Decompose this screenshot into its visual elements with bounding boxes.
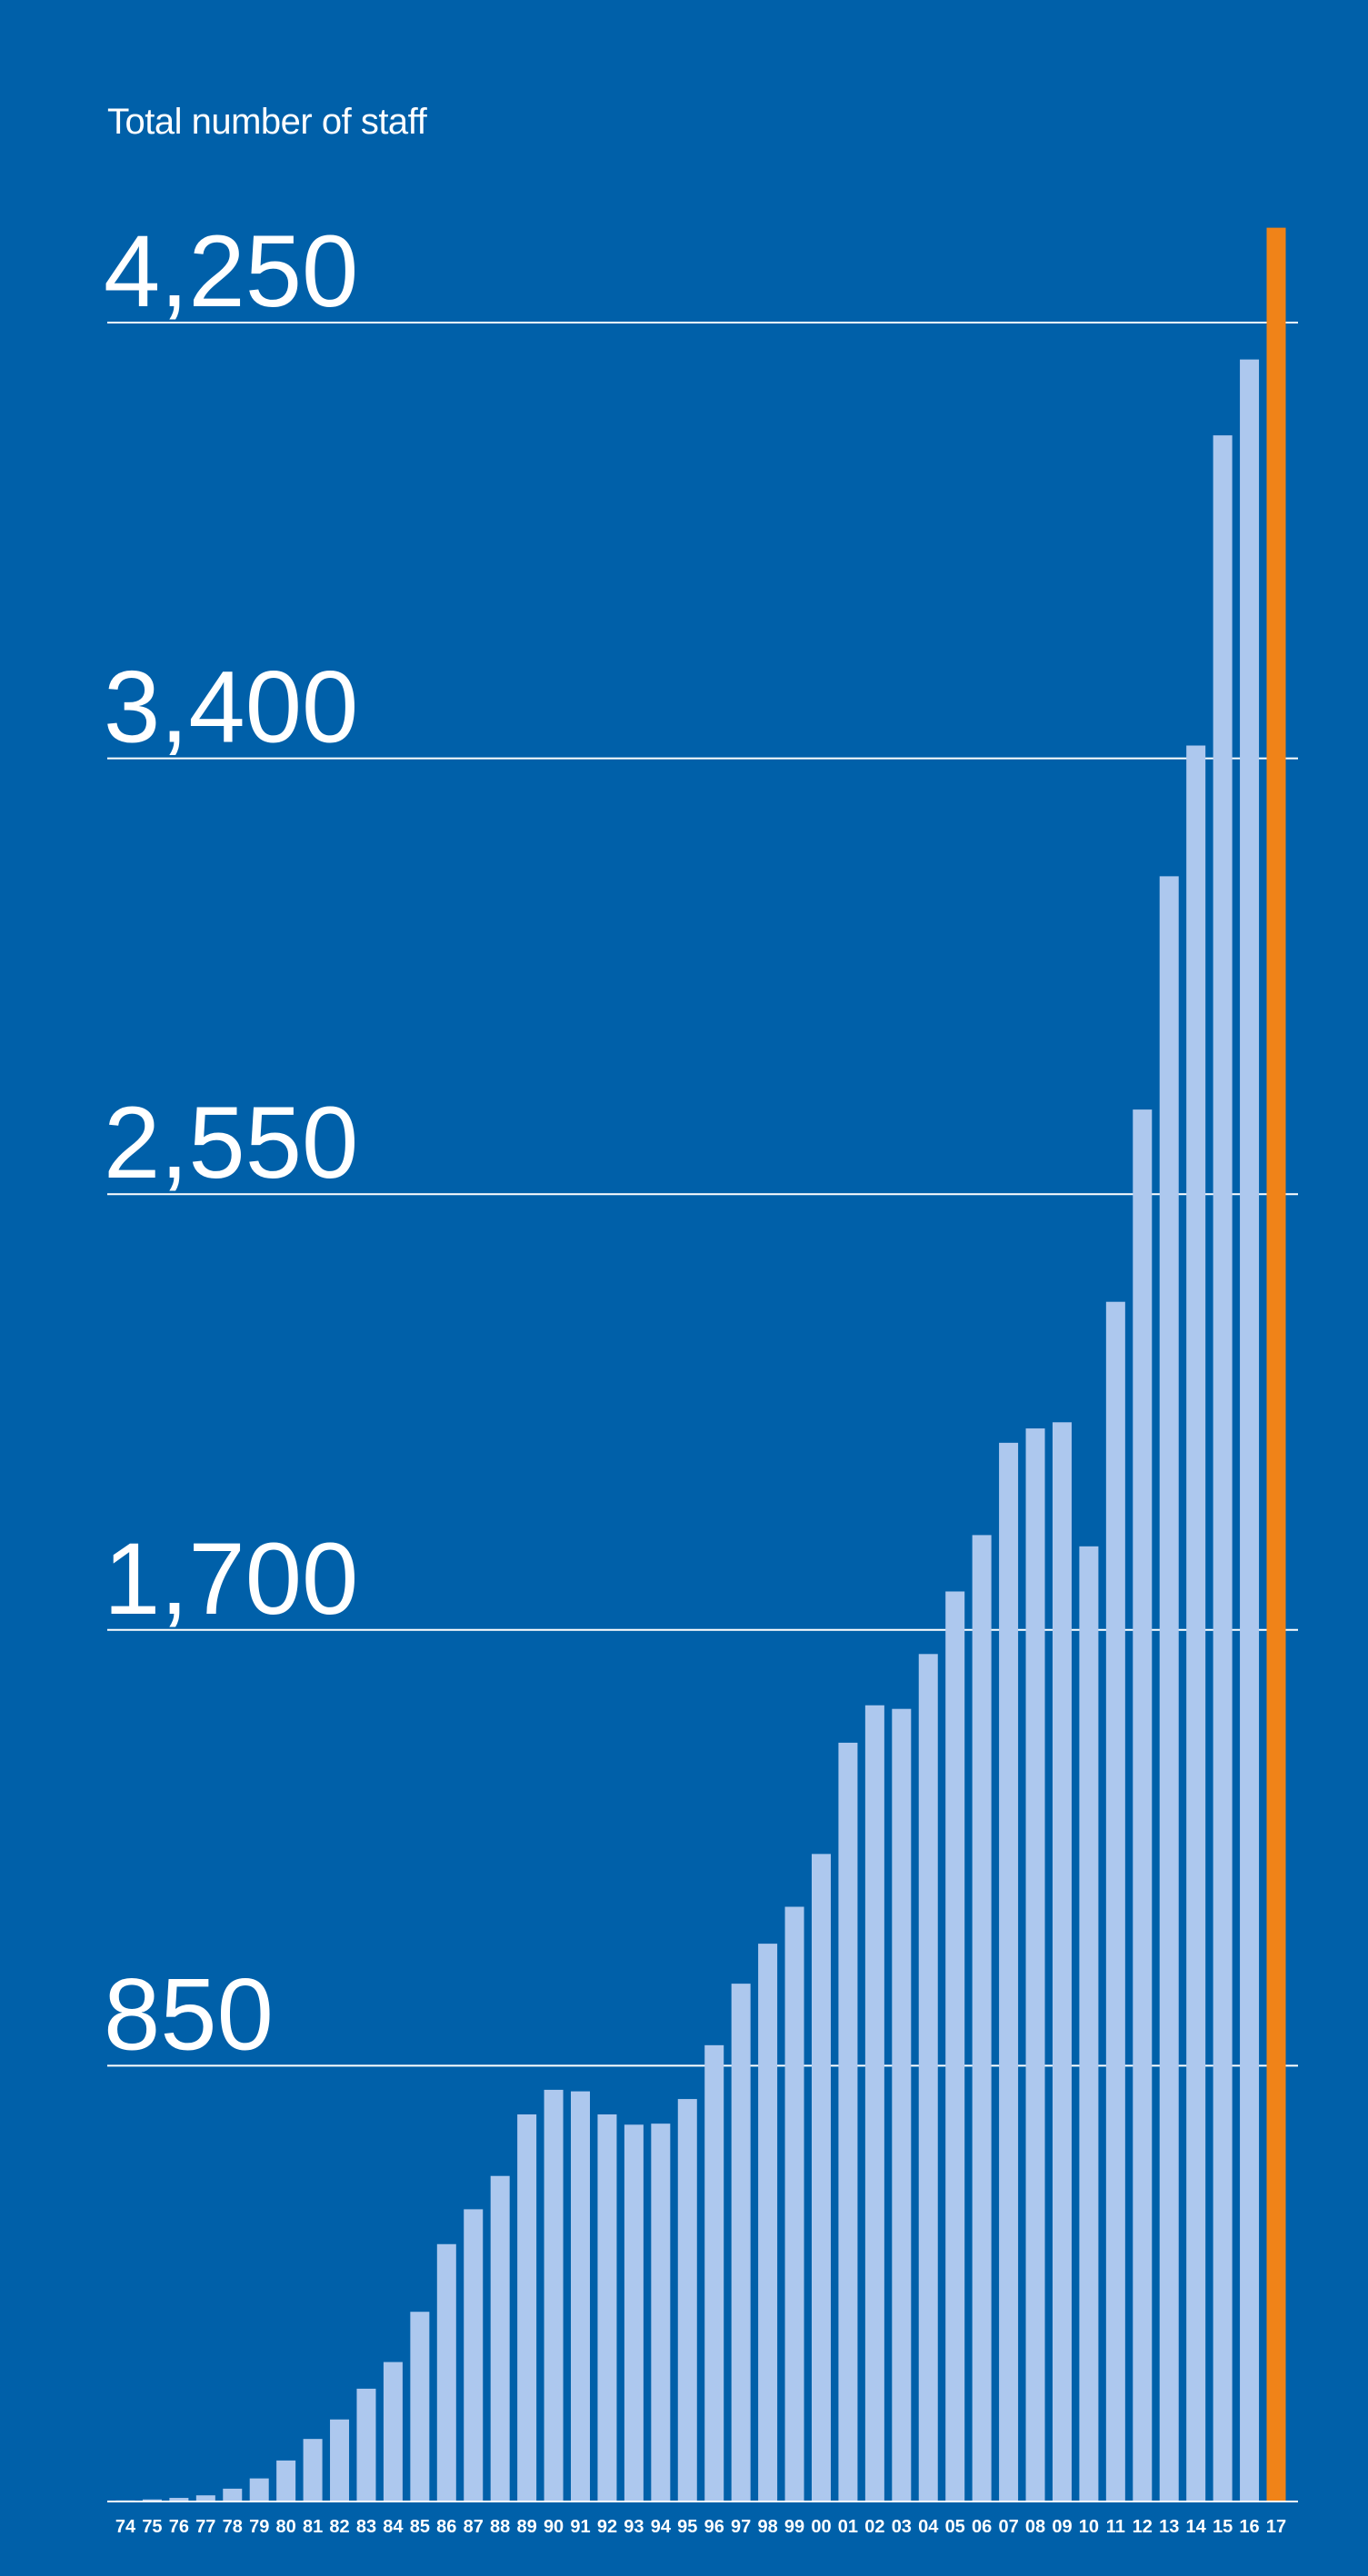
x-tick-label: 02: [864, 2517, 884, 2537]
x-tick-label: 74: [115, 2517, 136, 2537]
bar-84: [383, 2362, 403, 2501]
bar-14: [1186, 745, 1206, 2501]
bar-91: [571, 2091, 591, 2501]
y-tick-label: 1,700: [104, 1522, 358, 1636]
bar-83: [356, 2388, 376, 2501]
x-tick-label: 87: [464, 2517, 484, 2537]
x-tick-label: 06: [972, 2517, 992, 2537]
x-tick-label: 04: [918, 2517, 939, 2537]
x-tick-label: 90: [544, 2517, 564, 2537]
x-tick-label: 09: [1052, 2517, 1072, 2537]
bar-86: [436, 2243, 456, 2501]
x-tick-label: 05: [945, 2517, 965, 2537]
x-tick-label: 82: [329, 2517, 349, 2537]
x-tick-label: 13: [1159, 2517, 1179, 2537]
bar-93: [624, 2124, 644, 2501]
bar-10: [1079, 1546, 1099, 2501]
bar-00: [811, 1854, 831, 2501]
bar-97: [731, 1984, 751, 2501]
bar-89: [517, 2114, 537, 2501]
bar-06: [972, 1535, 992, 2501]
x-tick-label: 83: [356, 2517, 376, 2537]
x-tick-label: 80: [276, 2517, 296, 2537]
x-tick-label: 88: [490, 2517, 510, 2537]
x-tick-label: 03: [892, 2517, 912, 2537]
x-tick-label: 93: [624, 2517, 644, 2537]
x-tick-label: 08: [1025, 2517, 1045, 2537]
x-tick-label: 10: [1079, 2517, 1099, 2537]
bar-79: [249, 2478, 269, 2501]
x-tick-label: 86: [436, 2517, 456, 2537]
bar-15: [1213, 435, 1233, 2501]
x-tick-label: 75: [142, 2517, 162, 2537]
bar-02: [864, 1705, 884, 2501]
bar-75: [142, 2499, 162, 2501]
bar-99: [784, 1906, 804, 2501]
x-tick-label: 81: [303, 2517, 323, 2537]
x-tick-label: 15: [1213, 2517, 1233, 2537]
bar-11: [1105, 1301, 1125, 2501]
x-tick-label: 76: [169, 2517, 189, 2537]
bar-08: [1025, 1428, 1045, 2501]
bars: [115, 227, 1286, 2502]
bar-81: [303, 2439, 323, 2501]
bar-90: [544, 2089, 564, 2501]
bar-98: [758, 1944, 778, 2501]
y-tick-label: 4,250: [104, 214, 358, 328]
x-tick-label: 96: [704, 2517, 724, 2537]
bar-01: [838, 1742, 858, 2501]
bar-12: [1133, 1109, 1153, 2501]
bar-13: [1159, 876, 1179, 2501]
y-tick-label: 2,550: [104, 1086, 358, 1199]
y-tick-label: 3,400: [104, 651, 358, 764]
bar-94: [651, 2123, 671, 2501]
x-tick-label: 91: [570, 2517, 590, 2537]
x-tick-label: 12: [1133, 2517, 1153, 2537]
gridlines: [107, 322, 1298, 2067]
x-tick-label: 77: [195, 2517, 215, 2537]
x-tick-labels: 74 75 76 77 78 79 80 81 82 83 84 85 86 87 88 89 90 91 92 93…: [115, 2517, 1286, 2537]
x-tick-label: 95: [677, 2517, 697, 2537]
x-tick-label: 17: [1266, 2517, 1286, 2537]
bar-07: [999, 1442, 1019, 2501]
bar-05: [945, 1591, 965, 2501]
y-tick-label: 850: [104, 1957, 274, 2071]
x-tick-label: 98: [757, 2517, 777, 2537]
x-tick-label: 92: [597, 2517, 617, 2537]
x-tick-label: 84: [383, 2517, 404, 2537]
bar-77: [195, 2495, 215, 2501]
x-tick-label: 00: [811, 2517, 831, 2537]
x-tick-label: 89: [517, 2517, 537, 2537]
x-tick-label: 94: [651, 2517, 672, 2537]
x-tick-label: 07: [998, 2517, 1018, 2537]
bar-17: [1266, 227, 1286, 2502]
bar-78: [223, 2488, 243, 2501]
bar-03: [892, 1708, 912, 2501]
bar-82: [330, 2419, 350, 2501]
bar-96: [704, 2044, 724, 2501]
x-tick-label: 14: [1186, 2517, 1207, 2537]
bar-09: [1052, 1422, 1072, 2501]
bar-85: [410, 2312, 430, 2501]
bar-95: [677, 2099, 697, 2501]
bar-88: [490, 2175, 510, 2501]
x-tick-label: 85: [410, 2517, 430, 2537]
bar-76: [169, 2498, 189, 2501]
x-tick-label: 16: [1239, 2517, 1259, 2537]
x-tick-label: 01: [838, 2517, 858, 2537]
bar-16: [1240, 359, 1260, 2501]
bar-04: [918, 1654, 938, 2501]
y-tick-labels: 850 1,700 2,550 3,400 4,250: [104, 214, 358, 2071]
chart-title: Total number of staff: [107, 102, 427, 142]
x-tick-label: 11: [1106, 2517, 1125, 2537]
x-tick-label: 79: [249, 2517, 269, 2537]
x-tick-label: 99: [784, 2517, 804, 2537]
bar-92: [597, 2114, 617, 2501]
bar-87: [464, 2209, 484, 2501]
x-tick-label: 97: [731, 2517, 751, 2537]
bar-80: [276, 2460, 296, 2501]
x-tick-label: 78: [223, 2517, 243, 2537]
